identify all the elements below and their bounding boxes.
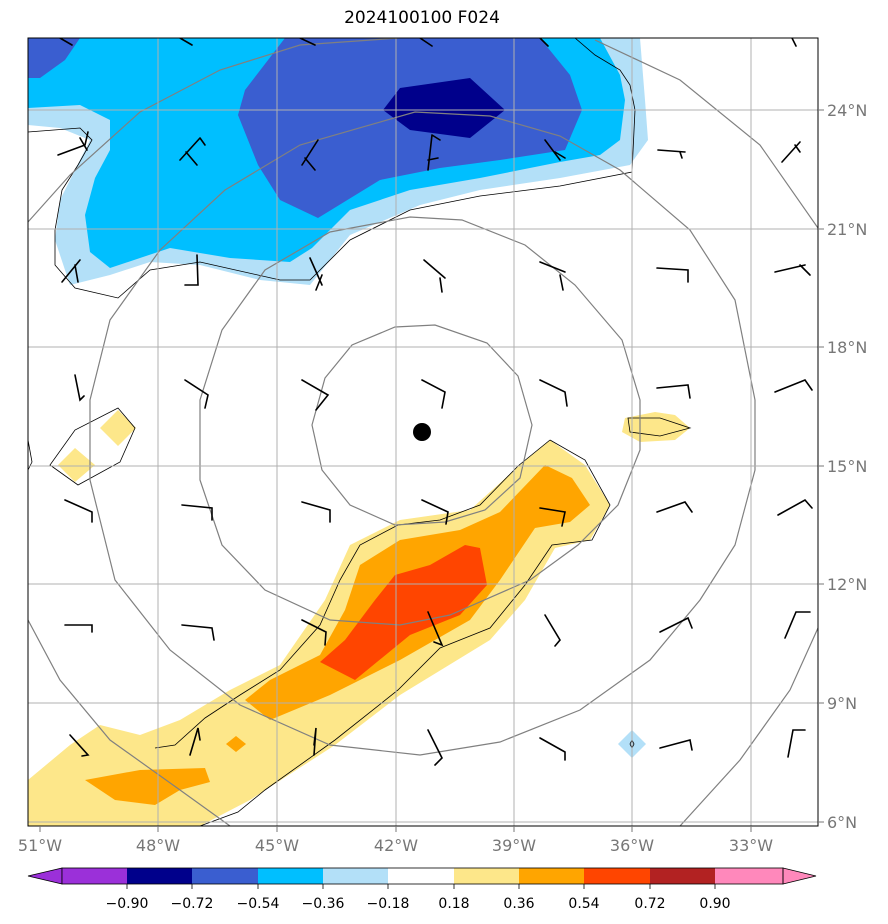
graticule: [28, 38, 818, 826]
colorbar-extend-left: [27, 867, 63, 885]
colorbar-tick-label: −0.18: [367, 896, 410, 912]
pale-yellow-contour: [622, 412, 690, 442]
positive-field: [28, 410, 690, 826]
colorbar-swatch: [519, 868, 584, 884]
lat-labels: 24°N 21°N 18°N 15°N 12°N 9°N 6°N: [827, 101, 867, 832]
colorbar-tick-label: 0.90: [699, 896, 730, 912]
colorbar-swatch: [258, 868, 323, 884]
wind-barbs: [57, 38, 813, 766]
red-orange-contour: [320, 545, 487, 680]
colorbar-tick-label: 0.72: [634, 896, 665, 912]
colorbar-tick-label: −0.72: [171, 896, 214, 912]
orange-contour: [85, 768, 210, 805]
colorbar-tick-label: 0.18: [438, 896, 469, 912]
map-title: 2024100100 F024: [344, 8, 500, 28]
lon-label: 51°W: [18, 836, 62, 855]
plot-area: [28, 38, 818, 826]
colorbar-swatch: [715, 868, 783, 884]
negative-field: [28, 38, 648, 758]
lat-label: 12°N: [827, 575, 867, 594]
colorbar-frame: [61, 867, 784, 885]
colorbar-swatch: [127, 868, 192, 884]
lon-label: 36°W: [610, 836, 654, 855]
lon-labels: 51°W 48°W 45°W 42°W 39°W 36°W 33°W: [18, 836, 773, 855]
colorbar-tick-label: 0.54: [568, 896, 599, 912]
center-marker: [413, 423, 431, 441]
lon-label: 39°W: [492, 836, 536, 855]
colorbar-tick-label: −0.36: [302, 896, 345, 912]
colorbar-swatch: [650, 868, 715, 884]
orange-contour: [226, 736, 246, 752]
lon-label: 42°W: [374, 836, 418, 855]
navy-contour: [383, 78, 505, 138]
lat-label: 6°N: [827, 813, 857, 832]
colorbar-swatch: [454, 868, 519, 884]
lon-label: 33°W: [729, 836, 773, 855]
tick-marks: [39, 109, 824, 832]
lat-label: 9°N: [827, 694, 857, 713]
colorbar-swatch: [192, 868, 258, 884]
lat-label: 21°N: [827, 220, 867, 239]
lat-label: 15°N: [827, 457, 867, 476]
lat-label: 24°N: [827, 101, 867, 120]
colorbar-swatch: [584, 868, 650, 884]
lon-label: 48°W: [136, 836, 180, 855]
lon-label: 45°W: [255, 836, 299, 855]
blue-contour: [28, 38, 80, 78]
lat-label: 18°N: [827, 338, 867, 357]
plot-frame: [27, 37, 819, 827]
colorbar-tick-label: −0.90: [106, 896, 149, 912]
colorbar-extend-right: [782, 867, 817, 885]
colorbar-tick-label: −0.54: [237, 896, 280, 912]
colorbar-tick-label: 0.36: [503, 896, 534, 912]
colorbar-swatch: [388, 868, 454, 884]
colorbar: −0.90 −0.72 −0.54 −0.36 −0.18 0.18 0.36 …: [27, 867, 817, 912]
colorbar-swatch: [323, 868, 388, 884]
colorbar-swatch: [62, 868, 127, 884]
pale-yellow-contour: [58, 448, 95, 482]
outline-contours: [28, 38, 692, 826]
range-rings: [28, 38, 818, 826]
